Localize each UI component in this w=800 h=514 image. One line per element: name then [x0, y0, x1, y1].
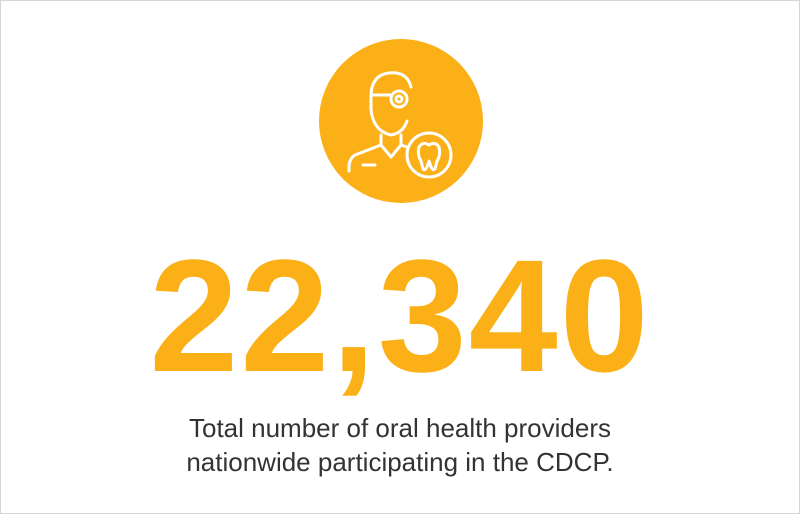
stat-value: 22,340 — [149, 226, 651, 405]
description-line: Total number of oral health providers — [188, 413, 611, 443]
stat-description: Total number of oral health providers na… — [1, 411, 799, 479]
dentist-icon — [319, 39, 483, 203]
description-line: nationwide participating in the CDCP. — [186, 447, 614, 477]
